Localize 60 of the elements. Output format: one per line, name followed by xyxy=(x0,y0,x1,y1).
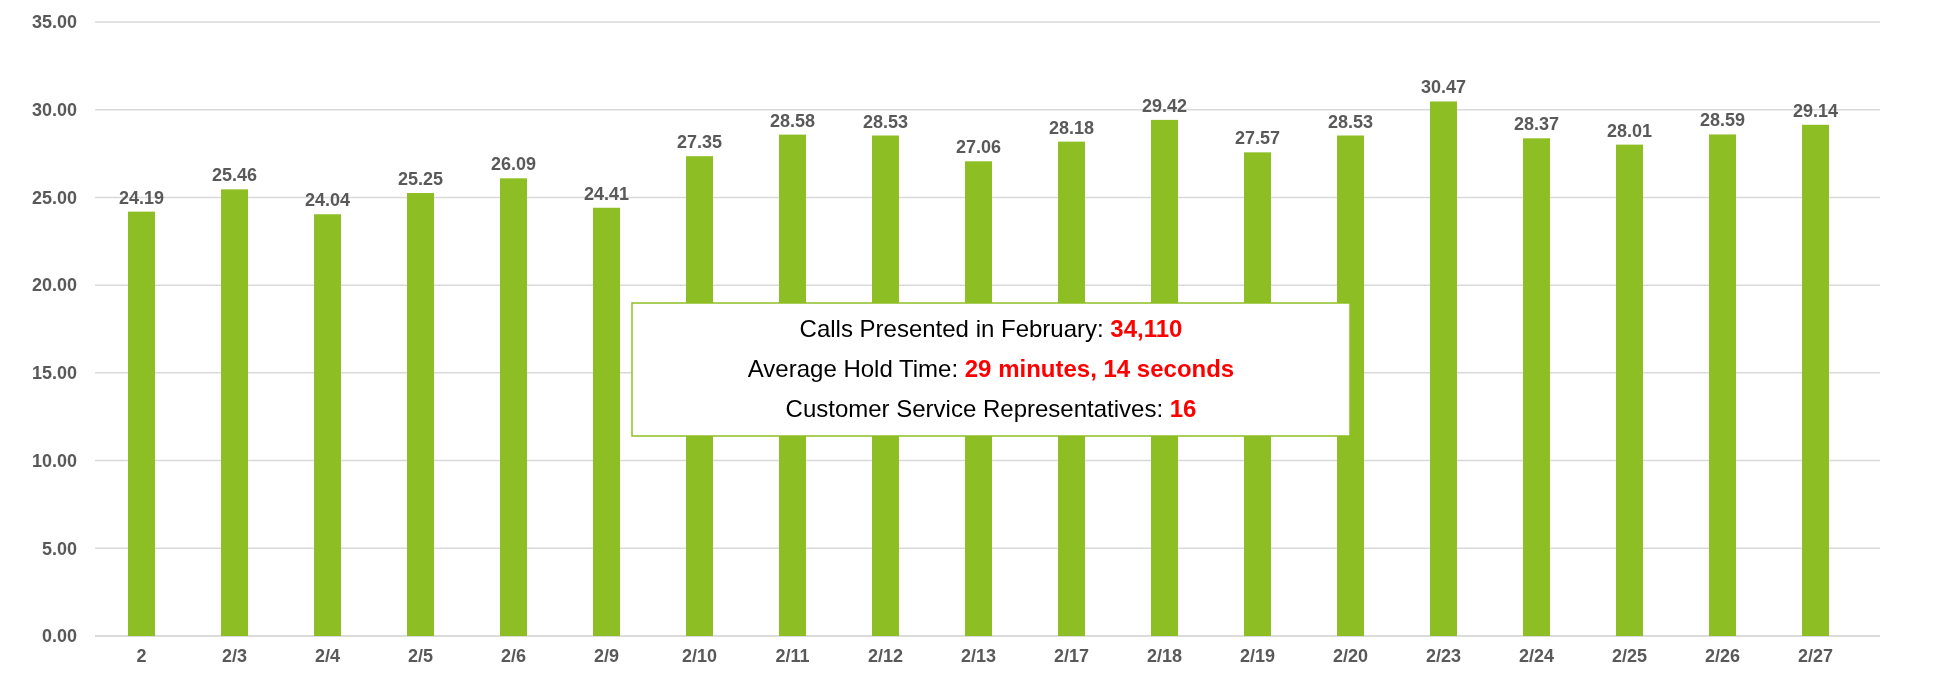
data-label: 24.41 xyxy=(583,183,630,204)
data-label: 28.01 xyxy=(1606,120,1653,141)
data-label: 26.09 xyxy=(490,154,537,175)
bar xyxy=(1802,124,1829,636)
x-tick-label: 2/12 xyxy=(867,646,904,666)
y-tick-label: 25.00 xyxy=(31,187,77,208)
y-tick-label: 20.00 xyxy=(31,275,77,296)
bar xyxy=(1616,144,1643,636)
y-tick-label: 10.00 xyxy=(31,450,77,471)
x-tick-label: 2/4 xyxy=(314,646,341,666)
y-tick-label: 15.00 xyxy=(31,363,77,384)
x-tick-label: 2/20 xyxy=(1332,646,1369,666)
x-tick-label: 2/13 xyxy=(960,646,997,666)
data-label: 24.04 xyxy=(304,190,351,211)
data-label: 27.35 xyxy=(676,132,723,153)
x-tick-label: 2 xyxy=(136,646,147,666)
x-tick-label: 2/25 xyxy=(1611,646,1648,666)
data-label: 25.46 xyxy=(211,165,258,186)
data-label: 28.18 xyxy=(1048,117,1095,138)
y-tick-label: 30.00 xyxy=(31,100,77,121)
bar xyxy=(407,193,434,636)
x-tick-label: 2/10 xyxy=(681,646,718,666)
data-label: 25.25 xyxy=(397,169,444,190)
x-tick-label: 2/5 xyxy=(407,646,434,666)
bar xyxy=(128,211,155,636)
bar xyxy=(1709,134,1736,636)
x-tick-label: 2/18 xyxy=(1146,646,1183,666)
data-label: 24.19 xyxy=(118,187,165,208)
bar xyxy=(1430,101,1457,636)
x-tick-label: 2/17 xyxy=(1053,646,1090,666)
x-tick-label: 2/24 xyxy=(1518,646,1555,666)
x-tick-label: 2/9 xyxy=(593,646,620,666)
bar xyxy=(593,207,620,636)
data-label: 30.47 xyxy=(1420,77,1467,98)
x-tick-label: 2/26 xyxy=(1704,646,1741,666)
data-label: 28.53 xyxy=(1327,111,1374,132)
data-label: 29.42 xyxy=(1141,95,1188,116)
x-tick-label: 2/3 xyxy=(221,646,248,666)
annotation: Calls Presented in February: 34,110 xyxy=(799,315,1183,342)
y-tick-label: 35.00 xyxy=(31,12,77,33)
y-tick-label: 0.00 xyxy=(41,626,77,647)
data-label: 28.59 xyxy=(1699,110,1746,131)
data-label: 28.53 xyxy=(862,111,909,132)
x-tick-label: 2/19 xyxy=(1239,646,1276,666)
x-tick-label: 2/11 xyxy=(775,646,810,666)
data-label: 27.06 xyxy=(955,137,1002,158)
x-tick-label: 2/23 xyxy=(1425,646,1462,666)
data-label: 29.14 xyxy=(1792,100,1839,121)
annotation: Customer Service Representatives: 16 xyxy=(785,395,1197,422)
x-tick-label: 2/6 xyxy=(500,646,527,666)
data-label: 28.37 xyxy=(1513,114,1560,135)
y-tick-label: 5.00 xyxy=(41,538,77,559)
annotation: Average Hold Time: 29 minutes, 14 seconds xyxy=(747,355,1235,382)
data-label: 28.58 xyxy=(769,110,816,131)
bar xyxy=(1523,138,1550,636)
bar xyxy=(500,178,527,636)
bar xyxy=(221,189,248,636)
x-tick-label: 2/27 xyxy=(1797,646,1834,666)
bar xyxy=(314,214,341,636)
data-label: 27.57 xyxy=(1234,128,1281,149)
